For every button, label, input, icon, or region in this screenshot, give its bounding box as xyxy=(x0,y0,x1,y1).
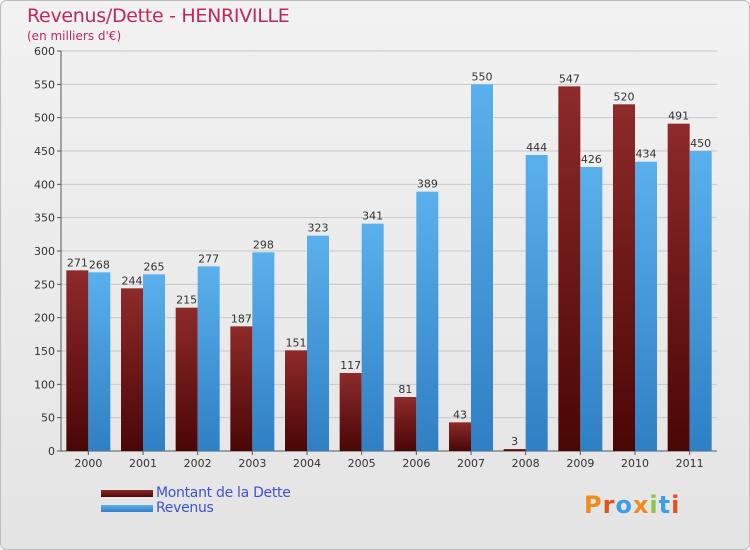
y-tick-label: 300 xyxy=(34,245,55,258)
bar-revenus xyxy=(525,155,548,451)
data-label: 268 xyxy=(89,258,110,271)
bar-dette xyxy=(66,270,89,451)
bar-dette xyxy=(613,104,635,451)
data-label: 550 xyxy=(472,70,493,83)
data-label: 187 xyxy=(231,312,252,325)
bar-revenus xyxy=(635,161,657,451)
bar-dette xyxy=(175,307,198,451)
data-label: 151 xyxy=(286,336,307,349)
data-label: 265 xyxy=(144,260,165,273)
data-label: 434 xyxy=(636,148,657,161)
proxiti-logo: Proxiti xyxy=(584,491,680,519)
data-label: 341 xyxy=(362,210,383,223)
y-tick-label: 350 xyxy=(34,212,55,225)
bar-revenus xyxy=(307,235,329,451)
bar-revenus xyxy=(143,274,165,451)
chart-title: Revenus/Dette - HENRIVILLE xyxy=(27,5,290,27)
chart-subtitle: (en milliers d'€) xyxy=(27,29,122,43)
y-tick-label: 150 xyxy=(34,345,55,358)
y-tick-label: 200 xyxy=(34,312,55,325)
x-tick-label: 2005 xyxy=(348,457,376,470)
y-tick-label: 500 xyxy=(34,112,55,125)
y-tick-label: 100 xyxy=(34,378,55,391)
x-tick-label: 2007 xyxy=(457,457,485,470)
data-label: 215 xyxy=(176,294,197,307)
bar-dette xyxy=(449,422,471,451)
legend-swatch-dette xyxy=(101,490,153,497)
bar-dette xyxy=(503,449,526,451)
logo-letter: t xyxy=(658,491,672,519)
bar-revenus xyxy=(580,167,603,451)
data-label: 244 xyxy=(122,274,143,287)
bar-revenus xyxy=(252,252,275,451)
data-label: 298 xyxy=(253,238,274,251)
x-tick-label: 2010 xyxy=(621,457,649,470)
bar-dette xyxy=(394,397,417,451)
bar-dette xyxy=(339,373,362,451)
data-label: 520 xyxy=(614,90,635,103)
bar-revenus xyxy=(416,191,439,451)
bar-dette xyxy=(121,288,143,451)
logo-letter: x xyxy=(632,491,650,519)
y-tick-label: 400 xyxy=(34,178,55,191)
data-label: 491 xyxy=(668,110,689,123)
legend-label-dette: Montant de la Dette xyxy=(156,485,291,501)
bar-dette xyxy=(285,350,307,451)
legend-swatch-revenus xyxy=(101,505,153,512)
x-tick-label: 2006 xyxy=(402,457,430,470)
x-tick-label: 2001 xyxy=(129,457,157,470)
x-tick-label: 2009 xyxy=(566,457,594,470)
y-tick-label: 600 xyxy=(34,45,55,58)
x-tick-label: 2004 xyxy=(293,457,321,470)
logo-letter: r xyxy=(602,491,616,519)
x-tick-label: 2011 xyxy=(676,457,704,470)
bar-revenus xyxy=(689,151,712,451)
bar-revenus xyxy=(88,272,111,451)
y-tick-label: 50 xyxy=(41,412,55,425)
bar-dette xyxy=(667,123,690,452)
logo-letter: i xyxy=(649,491,659,519)
data-label: 323 xyxy=(308,222,329,235)
y-tick-label: 250 xyxy=(34,278,55,291)
data-label: 277 xyxy=(198,252,219,265)
bar-revenus xyxy=(471,84,493,451)
x-tick-label: 2008 xyxy=(512,457,540,470)
data-label: 450 xyxy=(690,137,711,150)
logo-letter: P xyxy=(584,491,603,519)
legend-label-revenus: Revenus xyxy=(156,500,214,516)
x-tick-label: 2003 xyxy=(238,457,266,470)
logo-letter: i xyxy=(671,491,681,519)
bar-dette xyxy=(230,326,253,451)
data-label: 81 xyxy=(398,383,412,396)
y-tick-label: 550 xyxy=(34,78,55,91)
x-tick-label: 2002 xyxy=(184,457,212,470)
data-label: 271 xyxy=(67,256,88,269)
x-tick-label: 2000 xyxy=(74,457,102,470)
data-label: 43 xyxy=(453,408,467,421)
data-label: 426 xyxy=(581,153,602,166)
data-label: 117 xyxy=(340,359,361,372)
data-label: 3 xyxy=(511,435,518,448)
data-label: 389 xyxy=(417,178,438,191)
y-tick-label: 0 xyxy=(48,445,55,458)
bar-revenus xyxy=(361,223,384,451)
data-label: 547 xyxy=(559,72,580,85)
logo-letter: o xyxy=(615,491,633,519)
bar-revenus xyxy=(197,266,220,451)
y-tick-label: 450 xyxy=(34,145,55,158)
data-label: 444 xyxy=(526,141,547,154)
bar-dette xyxy=(558,86,581,451)
